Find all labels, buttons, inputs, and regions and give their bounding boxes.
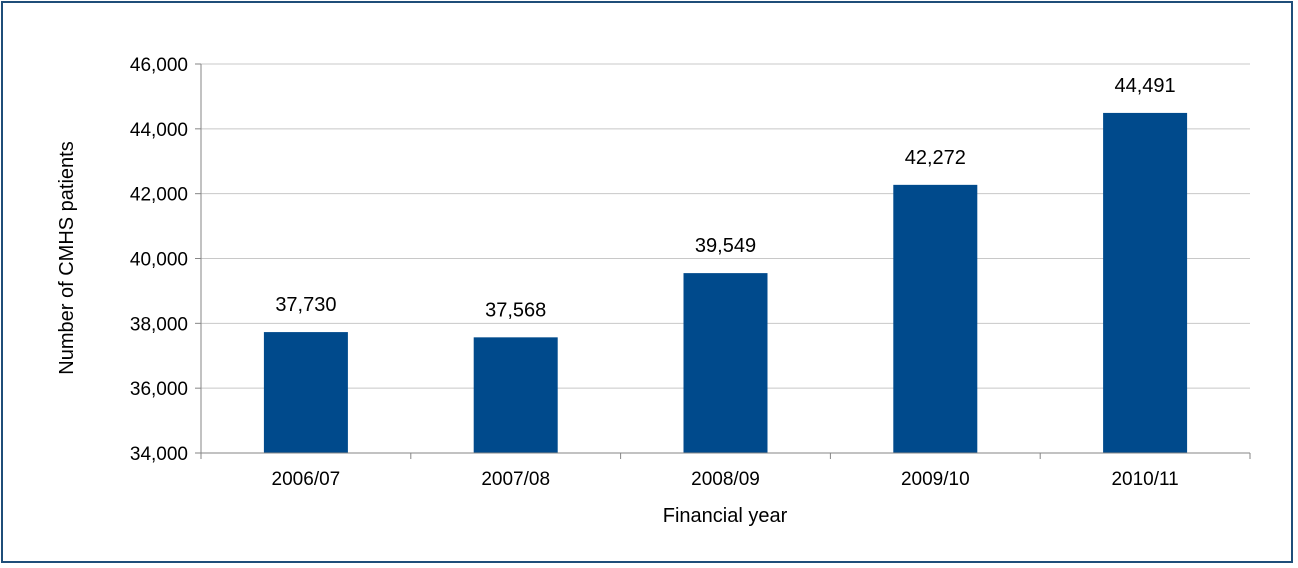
data-label: 44,491 <box>1115 75 1176 97</box>
y-tick-label: 36,000 <box>130 379 188 400</box>
x-tick-label: 2006/07 <box>272 469 341 490</box>
y-tick-label: 46,000 <box>130 55 188 76</box>
y-tick-label: 42,000 <box>130 185 188 206</box>
gridlines <box>201 63 1250 389</box>
x-tick-labels: 2006/07 2007/08 2008/09 2009/10 2010/11 <box>272 469 1179 490</box>
x-tick-label: 2009/10 <box>901 469 970 490</box>
bar <box>263 332 348 453</box>
y-tick-label: 34,000 <box>130 444 188 465</box>
bar <box>893 184 978 453</box>
y-tick-label: 44,000 <box>130 120 188 141</box>
y-tick-label: 38,000 <box>130 314 188 335</box>
bar <box>473 337 558 453</box>
x-tick-label: 2007/08 <box>481 469 550 490</box>
x-tick-label: 2010/11 <box>1111 469 1178 490</box>
data-label: 42,272 <box>905 147 966 169</box>
bar <box>683 273 768 453</box>
y-tick-labels: 34,000 36,000 38,000 40,000 42,000 44,000 46,0… <box>130 55 188 465</box>
y-axis-title: Number of CMHS patients <box>56 141 78 374</box>
x-axis-title: Financial year <box>663 505 788 527</box>
data-label: 39,549 <box>695 235 756 257</box>
data-label: 37,568 <box>485 299 546 321</box>
data-labels: 37,730 37,568 39,549 42,272 44,491 <box>275 75 1175 321</box>
data-label: 37,730 <box>275 294 336 316</box>
bars <box>263 112 1188 453</box>
bar <box>1103 112 1188 453</box>
y-tick-label: 40,000 <box>130 250 188 271</box>
x-tick-label: 2008/09 <box>691 469 760 490</box>
axes <box>195 63 1251 459</box>
